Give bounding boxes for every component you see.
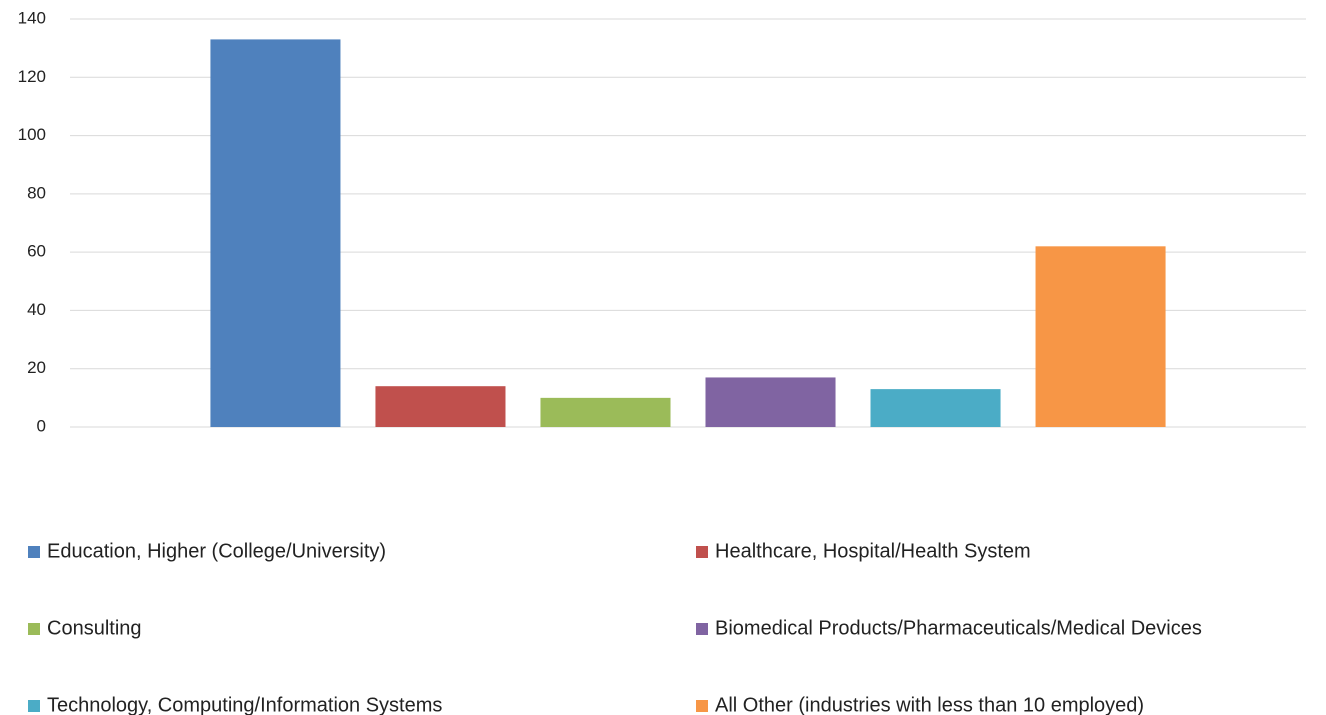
legend-label: Technology, Computing/Information System… <box>47 694 442 715</box>
y-tick-label: 80 <box>27 183 46 202</box>
legend-swatch <box>696 700 708 712</box>
legend-swatch <box>696 546 708 558</box>
legend-swatch <box>28 623 40 635</box>
legend-label: Biomedical Products/Pharmaceuticals/Medi… <box>715 617 1202 639</box>
legend-swatch <box>28 546 40 558</box>
y-tick-label: 100 <box>18 125 46 144</box>
legend-swatch <box>696 623 708 635</box>
bar <box>210 39 341 428</box>
y-tick-label: 140 <box>18 8 46 27</box>
y-tick-label: 40 <box>27 300 46 319</box>
legend-label: Education, Higher (College/University) <box>47 540 386 562</box>
legend-swatch <box>28 700 40 712</box>
legend-label: Consulting <box>47 617 142 639</box>
y-tick-label: 120 <box>18 67 46 86</box>
legend-label: Healthcare, Hospital/Health System <box>715 540 1031 562</box>
bar <box>705 377 836 427</box>
bar <box>540 397 671 427</box>
legend-label: All Other (industries with less than 10 … <box>715 694 1144 715</box>
bar <box>375 386 506 427</box>
bar <box>1035 246 1166 427</box>
y-tick-label: 20 <box>27 358 46 377</box>
y-tick-label: 60 <box>27 242 46 261</box>
bar <box>870 389 1001 427</box>
y-tick-label: 0 <box>37 416 46 435</box>
